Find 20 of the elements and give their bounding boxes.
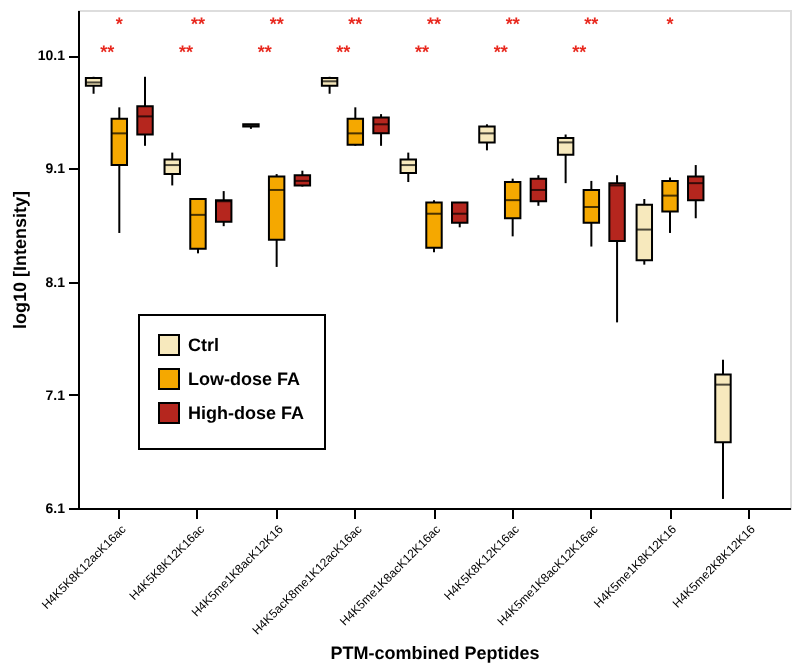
annotation: * [115, 14, 124, 34]
x-axis-title: PTM-combined Peptides [330, 642, 540, 663]
annotation: ** [178, 42, 194, 62]
annotation: ** [257, 42, 273, 62]
annotation: ** [493, 42, 509, 62]
annotation: ** [100, 42, 116, 62]
annotation: ** [414, 42, 430, 62]
annotation: ** [505, 14, 521, 34]
annotation: * [666, 14, 675, 34]
annotation: ** [572, 42, 588, 62]
legend-label: Ctrl [188, 335, 219, 355]
annotation: ** [190, 14, 206, 34]
annotation: ** [269, 14, 285, 34]
annotation: ** [348, 14, 364, 34]
annotation: ** [426, 14, 442, 34]
annotation: ** [584, 14, 600, 34]
legend-label: High-dose FA [188, 403, 305, 423]
legend-label: Low-dose FA [188, 369, 301, 389]
y-axis-title: log10 [Intensity] [9, 190, 30, 330]
annotation: ** [336, 42, 352, 62]
